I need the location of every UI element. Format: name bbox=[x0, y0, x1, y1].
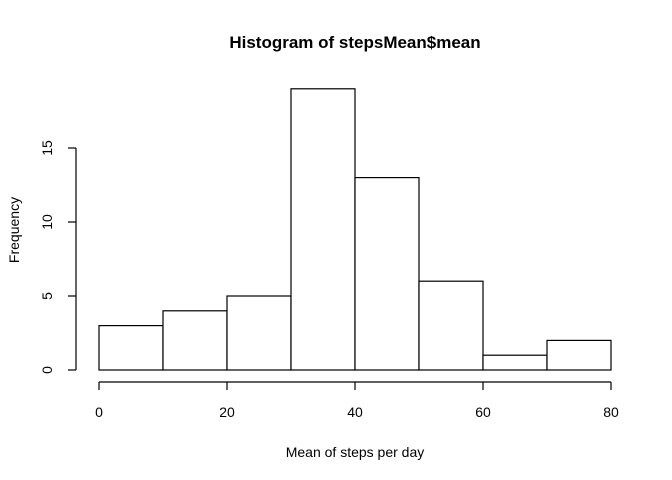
y-axis-label: Frequency bbox=[6, 197, 22, 263]
chart-title: Histogram of stepsMean$mean bbox=[229, 33, 480, 52]
histogram-bar-40-50 bbox=[354, 177, 420, 371]
y-tick-label-0: 0 bbox=[39, 366, 55, 374]
x-axis: 0 20 40 60 80 bbox=[95, 381, 619, 420]
x-axis-label: Mean of steps per day bbox=[286, 444, 425, 460]
histogram-bar-10-20 bbox=[162, 310, 228, 371]
y-tick-label-15: 15 bbox=[39, 140, 55, 156]
x-tick-label-80: 80 bbox=[603, 404, 619, 420]
y-tick-label-5: 5 bbox=[39, 292, 55, 300]
histogram-bar-0-10 bbox=[98, 325, 164, 371]
x-tick-label-20: 20 bbox=[219, 404, 235, 420]
x-tick-label-0: 0 bbox=[95, 404, 103, 420]
bars-group bbox=[98, 88, 612, 371]
y-axis: 0 5 10 15 bbox=[39, 140, 77, 374]
histogram-bar-70-80 bbox=[546, 339, 612, 371]
x-tick-label-40: 40 bbox=[347, 404, 363, 420]
histogram-bar-50-60 bbox=[418, 280, 484, 371]
x-tick-label-60: 60 bbox=[475, 404, 491, 420]
histogram-bar-30-40 bbox=[290, 88, 356, 371]
histogram-bar-60-70 bbox=[482, 354, 548, 371]
histogram-bar-20-30 bbox=[226, 295, 292, 371]
y-tick-label-10: 10 bbox=[39, 214, 55, 230]
